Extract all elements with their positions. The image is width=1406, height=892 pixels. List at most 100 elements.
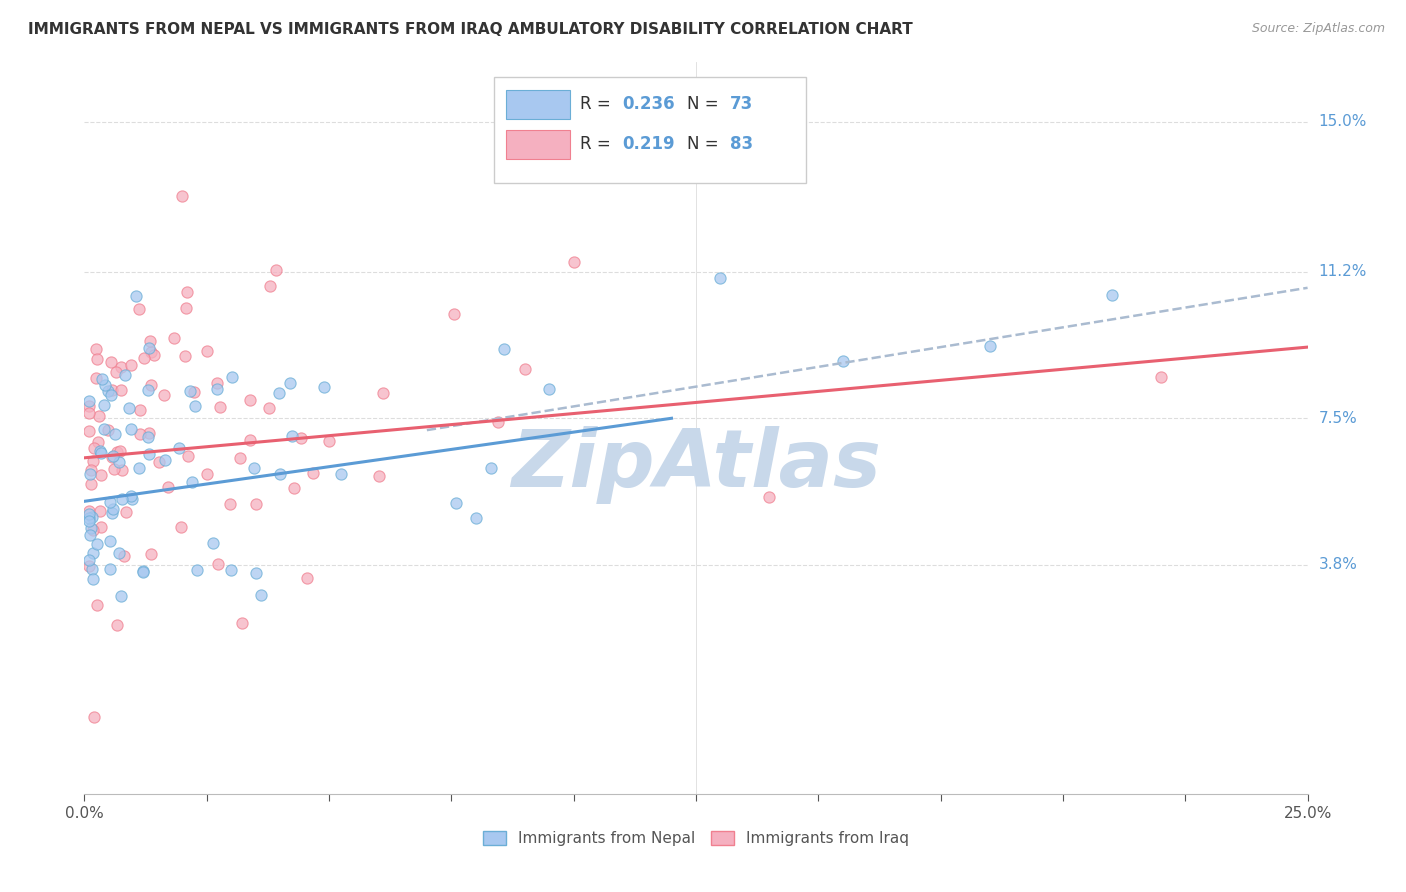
Point [84,343,107,357]
Point [132,351,155,365]
Point [82,453,104,467]
Point [177,449,200,463]
Point [538,382,561,396]
Point [464,511,486,525]
Point [121,492,143,507]
Point [513,362,536,376]
Point [114,368,136,383]
Point [141,547,163,561]
Point [111,491,134,506]
Point [80,463,103,477]
Point [239,434,262,448]
Point [143,348,166,362]
Text: 15.0%: 15.0% [1319,114,1367,129]
Point [444,496,467,510]
Point [107,444,129,458]
Point [139,345,162,359]
Point [87,435,110,450]
Point [205,376,228,391]
Point [98,495,121,509]
Point [153,453,176,467]
FancyBboxPatch shape [494,77,806,183]
Point [89,443,111,458]
Point [77,559,100,574]
Point [82,546,104,560]
Point [100,355,122,369]
Point [82,523,104,537]
Point [100,450,122,465]
Point [167,442,190,456]
Point [77,406,100,420]
Point [128,301,150,316]
Point [97,423,120,437]
Point [103,461,125,475]
Point [80,477,103,491]
Point [186,563,208,577]
Point [269,386,291,401]
Point [1150,370,1173,384]
Point [562,255,585,269]
FancyBboxPatch shape [506,90,569,119]
Point [239,392,262,407]
Point [257,401,280,415]
Point [184,400,207,414]
Point [107,618,129,632]
Point [163,331,186,345]
Text: 0.236: 0.236 [623,95,675,113]
Point [83,710,105,724]
Point [138,342,160,356]
Point [104,365,127,379]
Point [117,401,139,415]
Point [157,480,180,494]
Point [77,514,100,528]
Point [139,334,162,348]
Point [110,359,132,374]
Point [111,463,134,477]
Point [259,278,281,293]
Point [86,598,108,612]
Point [77,399,100,413]
Point [295,571,318,585]
Text: R =: R = [579,95,616,113]
Point [77,394,100,409]
Text: 3.8%: 3.8% [1319,558,1358,572]
Point [330,467,353,482]
Point [492,343,515,357]
Point [136,384,159,398]
Point [115,505,138,519]
Point [312,379,335,393]
Point [479,460,502,475]
Point [77,425,100,439]
Point [183,384,205,399]
Point [132,566,155,580]
Point [373,386,395,401]
Point [101,506,124,520]
Point [128,460,150,475]
Point [219,497,242,511]
Point [1101,287,1123,301]
Point [77,553,100,567]
Point [245,566,267,581]
Point [228,451,250,466]
Point [110,384,132,398]
Point [245,497,267,511]
Point [103,501,125,516]
Point [209,400,232,414]
Text: 7.5%: 7.5% [1319,411,1357,425]
Point [87,409,110,424]
Point [367,469,389,483]
Point [98,562,121,576]
Point [174,301,197,315]
Point [86,537,108,551]
Point [179,384,201,399]
Point [281,428,304,442]
Point [108,455,131,469]
Point [139,377,162,392]
Point [80,561,103,575]
Point [221,370,243,384]
Point [90,520,112,534]
Point [174,349,197,363]
Point [172,189,194,203]
Point [170,519,193,533]
Point [94,377,117,392]
